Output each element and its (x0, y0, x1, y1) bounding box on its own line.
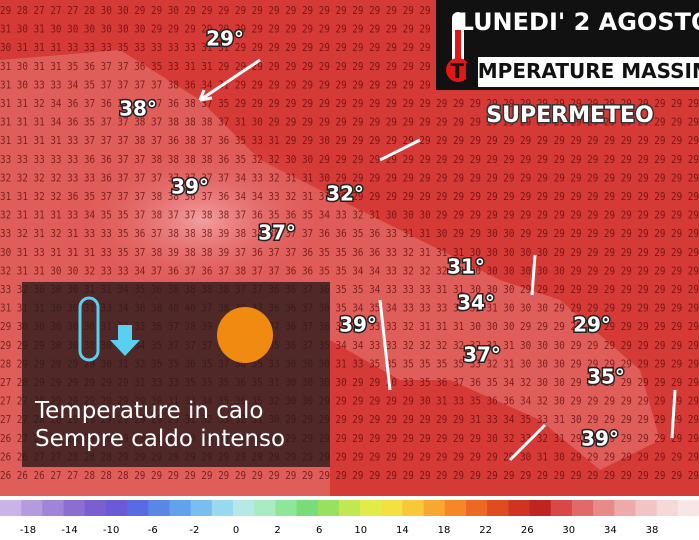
temp-label: 35° (587, 365, 625, 389)
note-line: Sempre caldo intenso (35, 426, 285, 452)
grid-row: 31 31 31 31 33 37 37 37 38 37 36 38 37 3… (0, 134, 699, 147)
grid-row: 31 31 32 34 36 37 36 37 37 37 36 38 37 3… (0, 97, 699, 110)
scale-swatch (487, 500, 509, 516)
scale-label: 38 (646, 525, 659, 536)
scale-label: 30 (562, 525, 575, 536)
scale-swatch (571, 500, 594, 516)
scale-swatch (84, 500, 107, 516)
temp-label: 31° (447, 255, 485, 279)
scale-label: 6 (316, 525, 322, 536)
scale-swatch (21, 500, 43, 516)
grid-row: 33 33 33 33 33 36 36 37 37 38 38 38 38 3… (0, 153, 699, 166)
scale-label: -10 (103, 525, 119, 536)
scale-label: -18 (20, 525, 36, 536)
scale-swatch (338, 500, 361, 516)
scale-swatch (444, 500, 467, 516)
scale-swatch (105, 500, 128, 516)
grid-row: 33 32 31 32 31 33 33 35 36 37 38 38 38 3… (0, 227, 699, 240)
temp-label: 37° (463, 343, 501, 367)
thermo-fill (455, 30, 461, 70)
grid-row: 32 31 31 30 30 32 33 33 34 37 36 37 36 3… (0, 264, 699, 277)
grid-row: 32 32 32 32 33 33 36 37 37 37 37 37 37 3… (0, 171, 699, 184)
temp-label: 39° (581, 427, 619, 451)
scale-swatch (360, 500, 382, 516)
scale-swatch (63, 500, 86, 516)
scale-swatch (233, 500, 255, 516)
scale-swatch (169, 500, 192, 516)
scale-label: -2 (189, 525, 199, 536)
temp-label: 39° (171, 175, 209, 199)
temp-label: 37° (258, 221, 296, 245)
scale-swatch (317, 500, 340, 516)
scale-swatch (614, 500, 636, 516)
scale-label: -14 (61, 525, 77, 536)
grid-row: 31 31 31 34 36 35 37 37 38 37 38 38 38 3… (0, 116, 699, 129)
temp-label: 34° (457, 291, 495, 315)
temp-label: 32° (326, 182, 364, 206)
hot-area (50, 110, 430, 330)
scale-swatch (381, 500, 403, 516)
subtitle-band (478, 57, 699, 87)
scale-swatch (677, 500, 699, 516)
grid-row: 30 31 33 31 31 31 33 35 37 38 39 38 38 3… (0, 246, 699, 259)
temp-label: 29° (573, 313, 611, 337)
scale-label: 2 (274, 525, 280, 536)
scale-label: 14 (396, 525, 409, 536)
scale-label: -6 (148, 525, 158, 536)
scale-label: 18 (438, 525, 451, 536)
scale-label: 0 (233, 525, 239, 536)
scale-label: 34 (604, 525, 617, 536)
grid-row: 26 26 26 27 27 28 28 28 29 29 29 29 29 2… (0, 469, 699, 482)
scale-swatch (211, 500, 234, 516)
scale-swatch (656, 500, 679, 516)
title: LUNEDI' 2 AGOSTO (459, 8, 699, 36)
scale-label: 22 (479, 525, 492, 536)
scale-swatch (254, 500, 276, 516)
note-box (22, 282, 330, 467)
scale-swatch (508, 500, 531, 516)
sun-icon (217, 307, 273, 363)
scale-swatch (550, 500, 573, 516)
scale-label: 10 (354, 525, 367, 536)
note-line: Temperature in calo (34, 398, 263, 424)
grid-row: 31 31 32 32 36 35 37 37 37 38 38 36 37 3… (0, 190, 699, 203)
grid-row: 32 31 31 31 33 34 35 35 37 38 37 37 38 3… (0, 209, 699, 222)
scale-label: 26 (521, 525, 534, 536)
scale-swatch (296, 500, 319, 516)
subtitle: TEMPERATURE MASSIME (450, 59, 699, 83)
scale-swatch (127, 500, 149, 516)
temp-label: 29° (206, 27, 244, 51)
temp-label: 38° (119, 97, 157, 121)
scale-swatch (466, 500, 488, 516)
down-arrow (110, 325, 140, 356)
scale-swatch (402, 500, 425, 516)
scale-swatch (529, 500, 552, 516)
scale-swatch (275, 500, 298, 516)
scale-swatch (42, 500, 65, 516)
brand: SUPERMETEO (486, 103, 653, 128)
cool-icon (78, 296, 100, 362)
scale-swatch (423, 500, 446, 516)
scale-swatch (0, 500, 22, 516)
arrows (198, 58, 677, 462)
scale-swatch (148, 500, 170, 516)
scale-swatch (635, 500, 658, 516)
scale-swatch (593, 500, 615, 516)
scale-swatch (190, 500, 213, 516)
temp-label: 39° (339, 313, 377, 337)
